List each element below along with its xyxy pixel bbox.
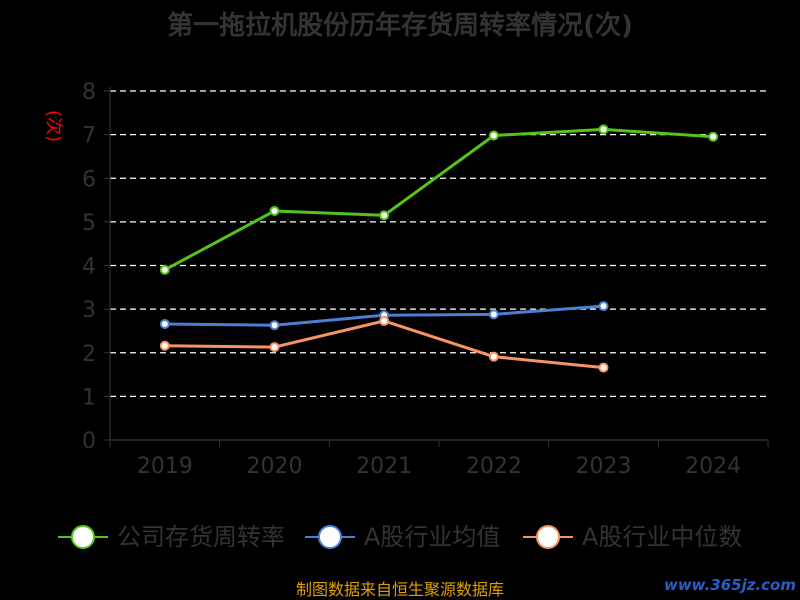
legend-item[interactable]: 公司存货周转率 bbox=[58, 523, 285, 551]
data-point[interactable] bbox=[159, 264, 170, 275]
data-point[interactable] bbox=[488, 130, 499, 141]
y-tick-label: 0 bbox=[82, 429, 96, 454]
series-layer bbox=[159, 124, 719, 373]
x-tick-label: 2021 bbox=[356, 454, 412, 479]
x-tick-label: 2019 bbox=[137, 454, 193, 479]
data-point[interactable] bbox=[269, 320, 280, 331]
chart-title: 第一拖拉机股份历年存货周转率情况(次) bbox=[167, 10, 633, 41]
y-tick-label: 3 bbox=[82, 298, 96, 323]
legend-marker bbox=[71, 525, 95, 549]
legend-marker bbox=[318, 525, 342, 549]
grid bbox=[110, 90, 768, 397]
data-point[interactable] bbox=[159, 318, 170, 329]
series-公司存货周转率 bbox=[159, 124, 719, 275]
data-point[interactable] bbox=[598, 301, 609, 312]
legend-label: A股行业中位数 bbox=[582, 523, 742, 551]
x-tick-label: 2024 bbox=[685, 454, 741, 479]
x-tick-label: 2023 bbox=[576, 454, 632, 479]
legend-item[interactable]: A股行业均值 bbox=[305, 523, 500, 551]
data-point[interactable] bbox=[269, 342, 280, 353]
y-tick-label: 1 bbox=[82, 385, 96, 410]
legend-label: A股行业均值 bbox=[364, 523, 500, 551]
y-tick-label: 7 bbox=[82, 124, 96, 149]
axes: 0 1 2 3 4 5 6 7 8 2019 2020 2021 2022 2023 2024 bbox=[82, 80, 769, 479]
y-tick-label: 4 bbox=[82, 255, 96, 280]
data-point[interactable] bbox=[598, 124, 609, 135]
series-line bbox=[164, 319, 604, 370]
x-tick-label: 2020 bbox=[247, 454, 303, 479]
data-point[interactable] bbox=[598, 362, 609, 373]
legend-item[interactable]: A股行业中位数 bbox=[523, 523, 742, 551]
data-source-note: 制图数据来自恒生聚源数据库 bbox=[296, 580, 504, 599]
data-point[interactable] bbox=[379, 210, 390, 221]
y-tick-label: 8 bbox=[82, 80, 96, 105]
y-tick-label: 2 bbox=[82, 342, 96, 367]
data-point[interactable] bbox=[488, 351, 499, 362]
x-tick-label: 2022 bbox=[466, 454, 522, 479]
data-point[interactable] bbox=[708, 131, 719, 142]
data-point[interactable] bbox=[379, 315, 390, 326]
legend[interactable]: 公司存货周转率 A股行业均值 A股行业中位数 bbox=[58, 523, 742, 551]
legend-label: 公司存货周转率 bbox=[117, 523, 285, 551]
watermark: www.365jz.com bbox=[664, 576, 796, 594]
y-tick-label: 5 bbox=[82, 211, 96, 236]
series-A股行业中位数 bbox=[159, 315, 609, 373]
y-axis-label: (次) bbox=[43, 110, 64, 142]
legend-marker bbox=[536, 525, 560, 549]
data-point[interactable] bbox=[488, 309, 499, 320]
series-line bbox=[164, 127, 714, 272]
data-point[interactable] bbox=[159, 340, 170, 351]
y-tick-label: 6 bbox=[82, 167, 96, 192]
data-point[interactable] bbox=[269, 205, 280, 216]
